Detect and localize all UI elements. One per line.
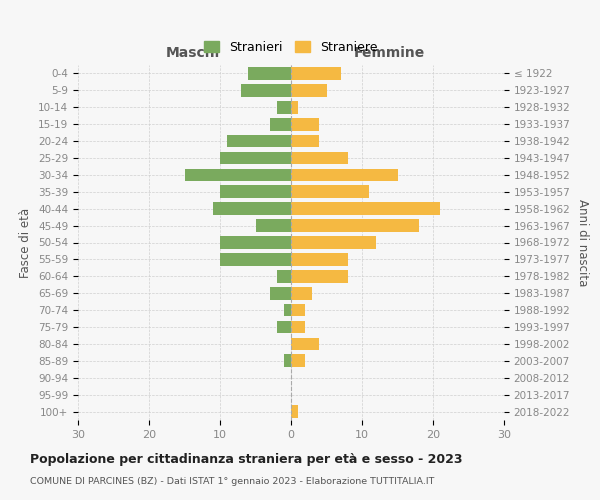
Bar [291,84,326,96]
Text: COMUNE DI PARCINES (BZ) - Dati ISTAT 1° gennaio 2023 - Elaborazione TUTTITALIA.I: COMUNE DI PARCINES (BZ) - Dati ISTAT 1° … [30,478,434,486]
Bar [213,202,291,215]
Bar [291,338,319,350]
Bar [291,118,319,130]
Bar [291,152,348,164]
Bar [270,118,291,130]
Bar [291,168,398,181]
Text: Femmine: Femmine [353,46,425,60]
Bar [277,270,291,282]
Bar [291,270,348,282]
Bar [277,101,291,114]
Y-axis label: Fasce di età: Fasce di età [19,208,32,278]
Bar [291,67,341,80]
Bar [220,186,291,198]
Bar [291,134,319,147]
Bar [185,168,291,181]
Y-axis label: Anni di nascita: Anni di nascita [576,199,589,286]
Legend: Stranieri, Straniere: Stranieri, Straniere [199,36,383,59]
Bar [291,236,376,249]
Bar [284,354,291,367]
Bar [291,287,313,300]
Bar [291,253,348,266]
Bar [291,220,419,232]
Bar [256,220,291,232]
Bar [291,101,298,114]
Bar [270,287,291,300]
Text: Maschi: Maschi [166,46,220,60]
Bar [291,202,440,215]
Bar [291,405,298,418]
Bar [227,134,291,147]
Bar [291,304,305,316]
Bar [284,304,291,316]
Bar [277,320,291,334]
Bar [248,67,291,80]
Bar [291,320,305,334]
Bar [220,253,291,266]
Bar [220,236,291,249]
Bar [291,354,305,367]
Text: Popolazione per cittadinanza straniera per età e sesso - 2023: Popolazione per cittadinanza straniera p… [30,452,463,466]
Bar [291,186,369,198]
Bar [241,84,291,96]
Bar [220,152,291,164]
